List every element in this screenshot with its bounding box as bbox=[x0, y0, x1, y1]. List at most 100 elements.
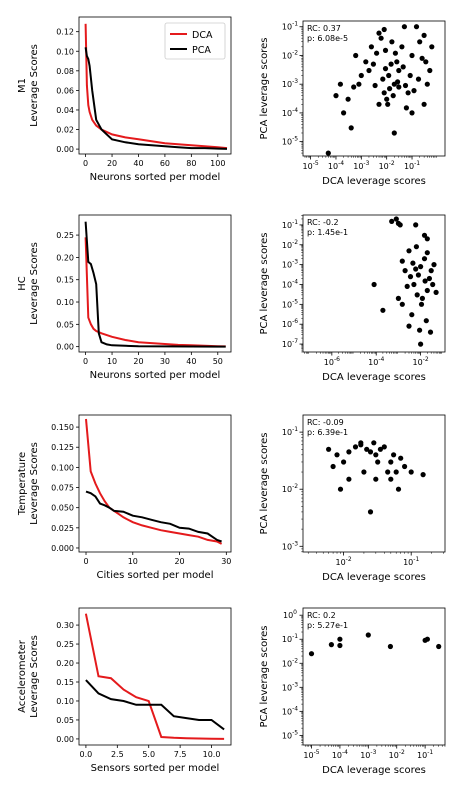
series-line-pca bbox=[85, 490, 222, 543]
scatter-point bbox=[365, 632, 371, 638]
scatter-point bbox=[381, 444, 387, 450]
scatter-point bbox=[351, 84, 357, 90]
series-line-pca bbox=[84, 47, 228, 150]
y-tick-label: 0.08 bbox=[56, 67, 74, 76]
scatter-point bbox=[417, 39, 423, 45]
scatter-point bbox=[341, 110, 347, 116]
line-chart-m1: 0 20 40 60 80 100 0.00 0.02 0.04 0.06 0.08 0.10 0.12… bbox=[17, 16, 232, 183]
scatter-point bbox=[404, 283, 410, 289]
y-tick-label: 0.00 bbox=[56, 145, 74, 154]
y-tick-label: 0.00 bbox=[56, 343, 74, 352]
scatter-point bbox=[402, 463, 408, 470]
scatter-point bbox=[366, 67, 372, 74]
x-tick-label: 10-3 bbox=[353, 160, 369, 171]
scatter-point bbox=[380, 76, 386, 82]
scatter-point bbox=[428, 268, 434, 274]
scatter-point bbox=[376, 30, 382, 36]
y-tick-label: 10-3 bbox=[282, 540, 298, 551]
scatter-point bbox=[373, 476, 379, 482]
x-axis-label: DCA leverage scores bbox=[322, 572, 426, 583]
y-tick-label: 0.050 bbox=[51, 504, 74, 513]
scatter-point bbox=[386, 72, 392, 79]
x-axis-label: DCA leverage scores bbox=[322, 176, 426, 187]
scatter-point bbox=[413, 266, 419, 272]
scatter-point bbox=[415, 76, 422, 82]
scatter-point bbox=[413, 244, 419, 250]
scatter-point bbox=[395, 295, 401, 301]
x-tick-label: 40 bbox=[186, 357, 196, 366]
scatter-point bbox=[419, 295, 425, 301]
y-tick-label: 0.150 bbox=[51, 423, 74, 432]
scatter-point bbox=[422, 278, 428, 284]
x-axis-label: Neurons sorted per model bbox=[90, 370, 221, 381]
scatter-point bbox=[400, 64, 406, 70]
scatter-point bbox=[376, 101, 382, 107]
scatter-point bbox=[390, 93, 396, 99]
scatter-point bbox=[389, 218, 395, 224]
scatter-point bbox=[393, 216, 399, 222]
scatter-point bbox=[418, 341, 424, 347]
scatter-point bbox=[330, 463, 336, 470]
x-tick-label: 10-3 bbox=[360, 749, 376, 760]
scatter-point bbox=[364, 446, 370, 452]
scatter-point bbox=[419, 55, 425, 61]
x-tick-label: 10-4 bbox=[328, 160, 344, 171]
y-tick-label: 0.04 bbox=[56, 106, 74, 115]
scatter-point bbox=[426, 275, 432, 282]
scatter-point bbox=[348, 125, 354, 131]
scatter-point bbox=[413, 24, 420, 30]
legend: DCA PCA bbox=[164, 22, 226, 60]
scatter-point bbox=[356, 81, 362, 87]
scatter-point bbox=[392, 50, 398, 56]
plot-frame bbox=[302, 607, 446, 746]
y-axis-label: Leverage Scores bbox=[29, 635, 40, 718]
scatter-point bbox=[436, 643, 442, 650]
y-tick-label: 0.25 bbox=[56, 640, 74, 649]
scatter-point bbox=[427, 329, 434, 335]
dataset-label: Temperature bbox=[17, 452, 28, 516]
x-axis-label: DCA leverage scores bbox=[322, 372, 426, 383]
plot-frame bbox=[78, 607, 232, 746]
scatter-point bbox=[361, 469, 367, 475]
y-tick-label: 0.025 bbox=[51, 524, 74, 533]
y-axis-label: PCA leverage scores bbox=[259, 232, 270, 334]
y-axis-label: PCA leverage scores bbox=[259, 37, 270, 139]
scatter-point bbox=[377, 446, 383, 452]
scatter-point bbox=[375, 459, 381, 465]
scatter-point bbox=[378, 35, 384, 41]
scatter-point bbox=[308, 651, 315, 657]
scatter-point bbox=[421, 32, 427, 39]
scatter-point bbox=[373, 452, 379, 458]
y-tick-label: 10-2 bbox=[282, 657, 298, 668]
x-tick-label: 20 bbox=[133, 357, 143, 366]
line-chart-temperature: 0 10 20 30 0.000 0.025 0.050 0.075 0.100 0.125 0.1… bbox=[17, 414, 231, 581]
scatter-point bbox=[346, 476, 352, 482]
y-axis-label-group: Temperature Leverage Scores bbox=[17, 442, 40, 525]
scatter-point bbox=[399, 44, 405, 50]
scatter-point bbox=[395, 79, 401, 85]
scatter-point bbox=[371, 281, 377, 288]
stat-annotation: RC: 0.2 bbox=[307, 611, 336, 620]
x-tick-label: 10-2 bbox=[379, 160, 395, 171]
x-tick-label: 10-4 bbox=[332, 749, 348, 760]
y-tick-label: 0.02 bbox=[56, 126, 74, 135]
y-axis-label: PCA leverage scores bbox=[259, 432, 270, 534]
legend-label-dca: DCA bbox=[192, 30, 213, 41]
x-axis-label: Cities sorted per model bbox=[97, 570, 214, 581]
scatter-point bbox=[405, 90, 411, 96]
scatter-point bbox=[367, 449, 374, 455]
scatter-point bbox=[402, 82, 409, 89]
scatter-point bbox=[387, 643, 393, 650]
scatter-point bbox=[409, 52, 415, 59]
y-tick-label: 0.15 bbox=[56, 678, 74, 687]
y-tick-label: 10-3 bbox=[282, 78, 298, 89]
x-tick-label: 0.0 bbox=[80, 750, 93, 759]
scatter-point bbox=[363, 59, 369, 65]
scatter-point bbox=[423, 59, 429, 65]
scatter-point bbox=[391, 130, 397, 136]
scatter-point bbox=[421, 101, 427, 107]
scatter-point bbox=[382, 66, 389, 72]
y-tick-label: 0.25 bbox=[56, 231, 74, 240]
x-axis-label: Sensors sorted per model bbox=[91, 763, 220, 774]
y-tick-label: 10-2 bbox=[282, 49, 298, 60]
